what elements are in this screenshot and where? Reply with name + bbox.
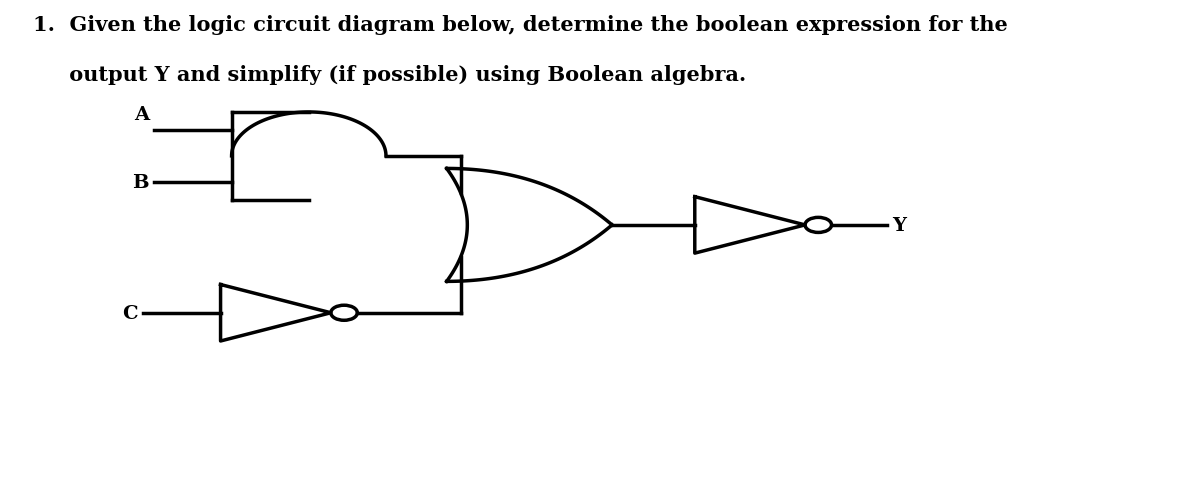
- Text: output Y and simplify (if possible) using Boolean algebra.: output Y and simplify (if possible) usin…: [33, 65, 746, 85]
- Text: 1.  Given the logic circuit diagram below, determine the boolean expression for : 1. Given the logic circuit diagram below…: [33, 15, 1008, 35]
- Text: A: A: [134, 106, 149, 124]
- Text: Y: Y: [892, 216, 906, 234]
- Text: B: B: [133, 174, 149, 192]
- Text: C: C: [122, 304, 138, 322]
